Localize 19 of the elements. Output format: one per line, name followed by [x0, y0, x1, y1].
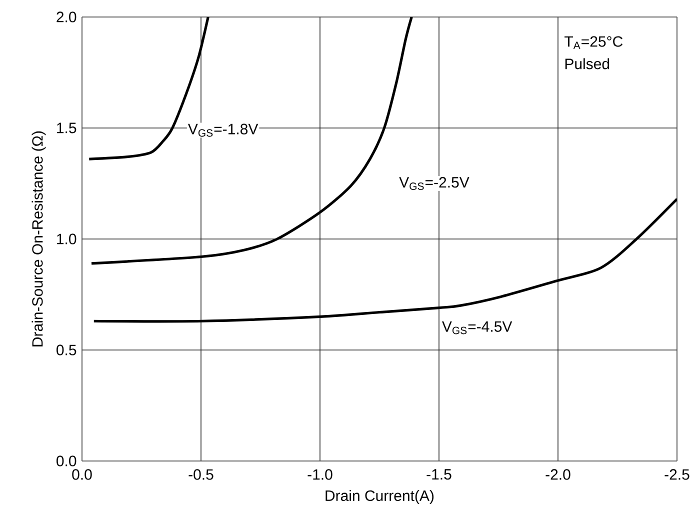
y-axis-title: Drain-Source On-Resistance (Ω) — [32, 131, 46, 346]
series-label: V$_{GS}$=-4.5V — [442, 321, 512, 334]
x-tick-label: -2.0 — [546, 469, 570, 480]
series-label: V$_{GS}$=-1.8V — [188, 124, 258, 137]
x-axis-title: Drain Current(A) — [326, 490, 434, 504]
y-tick-label: 1.0 — [57, 234, 76, 244]
y-tick-label: 0.0 — [56, 456, 76, 466]
text: V$_{GS}$=-2.5V — [399, 177, 470, 190]
annotation: T$_{A}$=25°C — [564, 36, 623, 49]
x-tick-label: -2.5 — [664, 469, 690, 480]
x-tick-label: -1.5 — [426, 469, 452, 480]
x-tick-label: 0.0 — [72, 469, 92, 480]
y-tick-label: 0.5 — [56, 344, 76, 356]
y-tick-label: 1.5 — [57, 122, 76, 134]
line-series — [92, 198, 677, 323]
x-tick-label: -1.0 — [308, 469, 332, 480]
annotation: Pulsed — [565, 58, 610, 70]
x-tick-label: -0.5 — [188, 469, 214, 480]
y-tick-label: 2.0 — [56, 12, 76, 22]
